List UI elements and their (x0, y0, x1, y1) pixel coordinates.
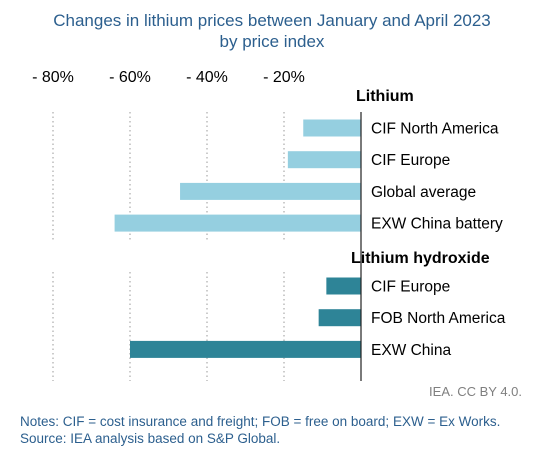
bar-lithium-cif-europe (287, 151, 361, 169)
category-label: CIF Europe (371, 279, 450, 296)
group-header-lithium: Lithium (356, 88, 414, 105)
credit-text: IEA. CC BY 4.0. (429, 384, 522, 399)
category-label: EXW China battery (371, 216, 503, 233)
category-label: FOB North America (371, 310, 506, 327)
bar-chart: - 80% - 60% - 40% - 20% Lithium CIF North Am… (32, 69, 506, 381)
chart-title-line-1: Changes in lithium prices between Januar… (53, 11, 491, 30)
category-label: CIF Europe (371, 152, 450, 169)
bar-lithium-cif-north-america (303, 119, 361, 137)
x-axis-tick-labels: - 80% - 60% - 40% - 20% (32, 69, 305, 86)
bar-lithium-hydroxide-fob-north-america (318, 309, 361, 327)
chart-title-line-2: by price index (219, 32, 325, 51)
x-tick-label: - 60% (109, 69, 151, 86)
bars (114, 119, 361, 358)
bar-lithium-hydroxide-exw-china (130, 340, 361, 358)
bar-lithium-exw-china-battery (114, 214, 361, 232)
group-header-lithium-hydroxide: Lithium hydroxide (351, 250, 490, 267)
category-labels: Lithium CIF North America CIF Europe Global… (351, 88, 506, 359)
bar-lithium-global-average (180, 182, 361, 200)
x-tick-label: - 20% (263, 69, 305, 86)
x-tick-label: - 40% (186, 69, 228, 86)
category-label: EXW China (371, 342, 451, 359)
notes-text: Notes: CIF = cost insurance and freight;… (20, 414, 501, 429)
bar-lithium-hydroxide-cif-europe (326, 277, 361, 295)
x-tick-label: - 80% (32, 69, 74, 86)
notes-block: Notes: CIF = cost insurance and freight;… (20, 414, 530, 447)
category-label: Global average (371, 184, 476, 201)
gridlines (52, 112, 285, 381)
source-text: Source: IEA analysis based on S&P Global… (20, 430, 281, 446)
chart-title: Changes in lithium prices between Januar… (0, 10, 544, 52)
category-label: CIF North America (371, 121, 499, 138)
